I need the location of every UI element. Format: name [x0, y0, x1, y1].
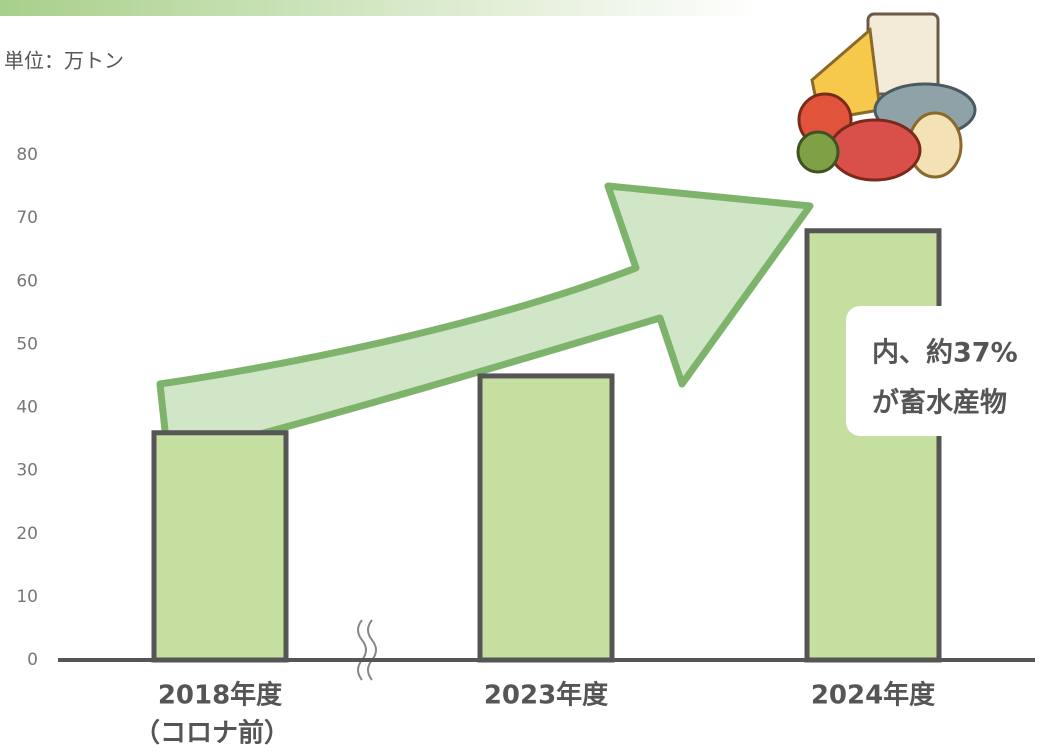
x-tick-label: 2024年度 [811, 680, 935, 711]
header-band [0, 0, 760, 16]
y-tick-label: 70 [16, 208, 38, 228]
y-tick-label: 0 [27, 650, 38, 670]
y-tick-label: 40 [16, 398, 38, 418]
bar [807, 231, 939, 660]
x-tick-note: （コロナ前） [134, 718, 290, 749]
bar [480, 376, 612, 660]
annotation: が畜水産物 [872, 387, 1007, 419]
y-tick-label: 30 [16, 461, 38, 481]
axis-break [358, 620, 376, 680]
y-tick-label: 80 [16, 145, 38, 165]
food-illustration [798, 14, 975, 180]
y-tick-label: 60 [16, 271, 38, 291]
x-tick-label: 2023年度 [484, 680, 608, 711]
chart: 単位：万トン 0 10 20 30 40 50 60 70 80 2018年度 （コロナ前） 2023… [0, 0, 1040, 756]
annotation: 内、約37% [872, 337, 1018, 369]
y-tick-label: 20 [16, 524, 38, 544]
bar [154, 433, 286, 660]
y-tick-label: 10 [16, 587, 38, 607]
x-tick-label: 2018年度 [158, 680, 282, 711]
y-tick-label: 50 [16, 334, 38, 354]
unit-label: 単位：万トン [4, 49, 124, 73]
